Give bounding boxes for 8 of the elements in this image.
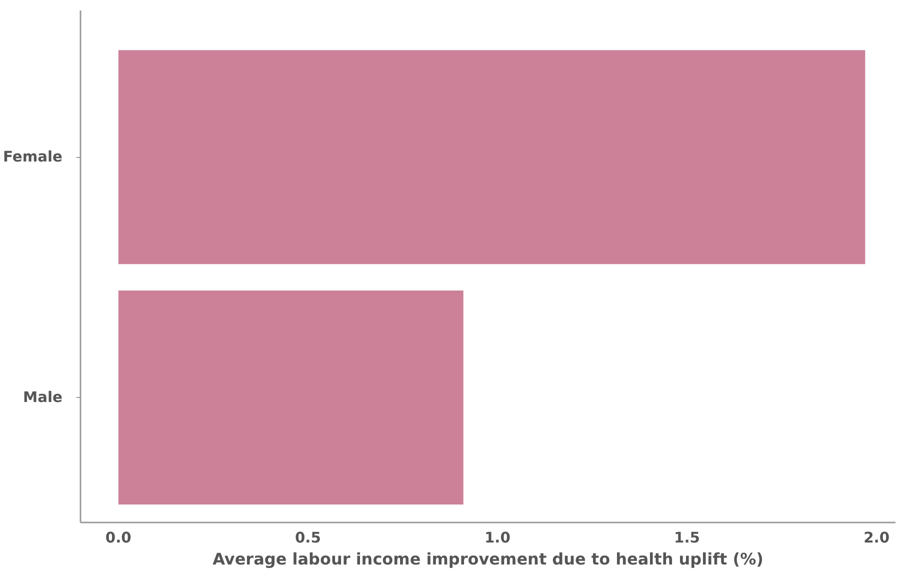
x-tick-label: 0.0 [105,530,132,546]
y-tick-label: Female [3,148,63,166]
x-tick-label: 2.0 [864,530,890,546]
x-tick-label: 1.0 [484,530,510,546]
x-tick-label: 0.5 [294,530,321,546]
x-tick-label: 1.5 [674,530,700,546]
x-axis-title: Average labour income improvement due to health uplift (%) [212,550,764,568]
y-tick-label: Male [23,389,63,406]
